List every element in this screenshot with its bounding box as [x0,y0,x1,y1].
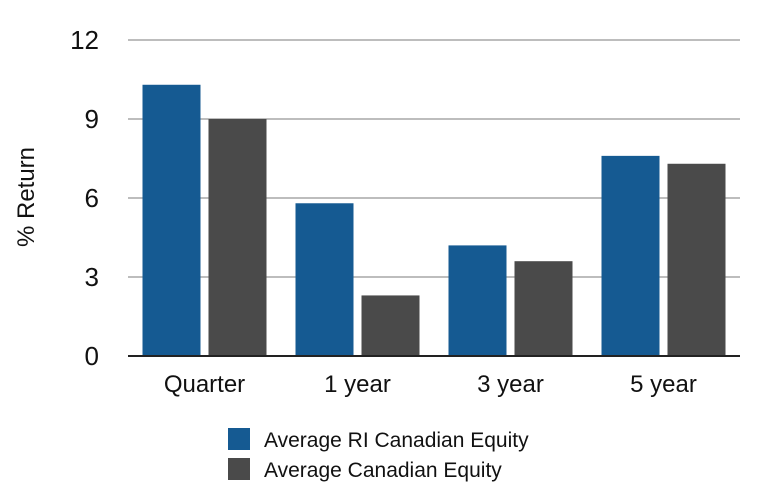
legend-label: Average Canadian Equity [264,459,502,482]
legend-swatch [228,458,250,480]
y-tick-label: 12 [70,25,99,55]
bar-canadian-2 [514,261,573,356]
bar-ri-0 [142,84,201,357]
x-category-label: Quarter [164,371,245,398]
bar-canadian-1 [361,295,420,356]
bar-ri-1 [295,203,354,356]
y-tick-label: 6 [85,183,99,213]
x-category-label: 1 year [324,371,391,398]
x-category-label: 3 year [477,371,544,398]
bar-canadian-0 [208,119,267,356]
legend: Average RI Canadian Equity Average Canadi… [228,428,529,482]
y-tick-label: 9 [85,104,99,134]
y-axis-title: % Return [13,147,40,247]
x-category-label: 5 year [630,371,697,398]
x-category-labels: Quarter 1 year 3 year 5 year [164,371,697,398]
y-tick-label: 3 [85,262,99,292]
y-tick-label: 0 [85,341,99,371]
bar-ri-3 [601,155,660,356]
legend-swatch [228,428,250,450]
bars [142,84,726,357]
legend-label: Average RI Canadian Equity [264,429,529,452]
bar-canadian-3 [667,163,726,356]
bar-ri-2 [448,245,507,356]
y-tick-labels: 0 3 6 9 12 [70,25,99,371]
